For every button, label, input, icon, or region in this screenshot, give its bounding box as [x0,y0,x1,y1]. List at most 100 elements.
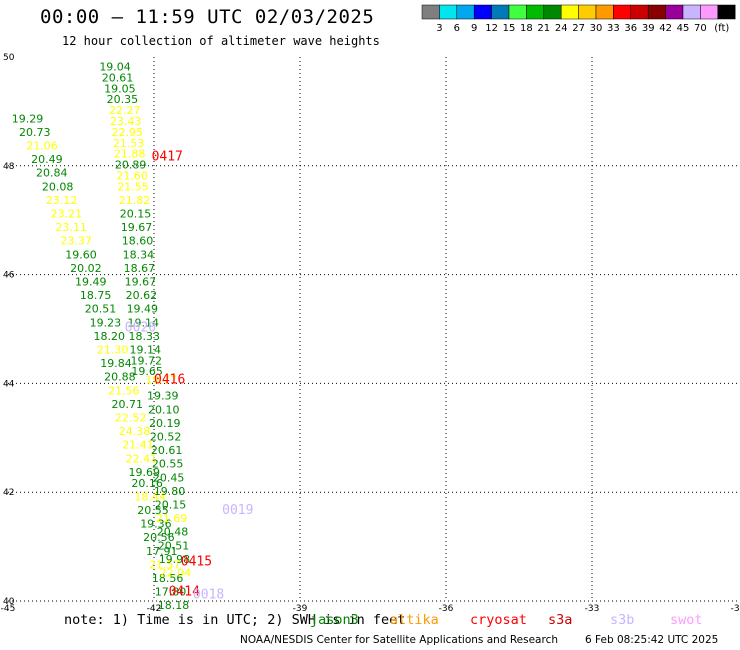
wave-height-label: 21.06 [26,139,58,152]
y-tick-label: 46 [3,271,15,281]
wave-height-label: 20.56 [143,531,175,544]
wave-height-label: 18.18 [158,599,190,612]
wave-height-label: 20.61 [102,71,134,84]
wave-height-label: 20.52 [150,431,182,444]
wave-height-label: 20.19 [149,417,181,430]
y-tick-label: 40 [3,597,15,607]
wave-height-label: 18.33 [129,330,161,343]
track-time-label: 0416 [154,372,185,387]
wave-height-label: 19.72 [130,354,162,367]
wave-height-label: 19.49 [127,303,159,316]
scale-label: 39 [642,23,655,34]
wave-height-label: 23.37 [60,235,92,248]
x-tick-label: -36 [439,604,454,612]
wave-height-label: 19.69 [129,466,161,479]
wave-height-label: 21.57 [149,558,181,571]
legend-s3b: s3b [610,612,635,628]
wave-height-label: 17.91 [146,545,178,558]
track-time-label: 0018 [193,587,224,602]
wave-height-label: 23.11 [56,221,88,234]
scale-label: 6 [454,23,460,34]
wave-height-label: 21.82 [119,194,151,207]
x-tick-label: -45 [1,604,16,612]
scale-label: 15 [503,23,516,34]
page-subtitle: 12 hour collection of altimeter wave hei… [62,34,380,48]
legend-s3a: s3a [548,612,573,628]
wave-height-label: 19.39 [147,390,179,403]
track-time-label: 0414 [169,585,200,600]
wave-height-label: 20.49 [31,153,63,166]
scale-label: 12 [485,23,498,34]
wave-height-label: 19.77 [146,373,178,386]
legend-jason3: jason3 [310,612,359,628]
wave-height-label: 22.52 [115,411,147,424]
wave-height-label: 20.15 [120,207,152,220]
wave-height-label: 21.88 [114,148,146,161]
scale-label: 36 [624,23,637,34]
wave-height-label: 17.80 [155,586,187,599]
color-scale-legend: 3 6 9 12 15 18 21 24 27 30 33 36 39 42 45 70 (ft) [421,4,736,34]
scale-label: 24 [555,23,568,34]
scale-label: 33 [607,23,620,34]
legend-cryosat: cryosat [470,612,527,628]
wave-height-label: 23.12 [46,194,78,207]
track-time-label: 0417 [152,149,183,164]
scale-label: 42 [659,23,672,34]
wave-height-label: 20.62 [126,289,158,302]
wave-height-label: 23.43 [110,115,142,128]
y-tick-label: 48 [3,162,15,172]
wave-height-label: 23.21 [51,207,83,220]
wave-height-label: 20.10 [148,403,180,416]
wave-height-label: 18.67 [124,262,156,275]
page-title: 00:00 – 11:59 UTC 02/03/2025 [40,6,375,28]
wave-height-label: 19.23 [90,316,122,329]
wave-height-label: 20.55 [152,458,184,471]
scale-label: 21 [537,23,550,34]
wave-height-label: 20.61 [151,444,183,457]
wave-height-label: 20.88 [104,371,136,384]
x-tick-label: -33 [585,604,600,612]
wave-height-label: 20.08 [42,180,74,193]
wave-height-label: 21.69 [156,512,188,525]
wave-height-label: 18.34 [123,248,155,261]
wave-height-label: 19.29 [12,112,44,125]
track-time-label: 0019 [222,503,253,518]
y-tick-label: 50 [3,53,15,63]
wave-height-label: 22.27 [109,104,141,117]
wave-height-label: 20.51 [85,303,117,316]
wave-height-label: 20.35 [107,93,139,106]
scale-label: 3 [436,23,442,34]
wave-height-label: 21.60 [116,169,148,182]
wave-height-label: 24.38 [119,425,151,438]
wave-height-label: 20.73 [19,126,51,139]
wave-height-label: 20.16 [131,477,163,490]
x-tick-label: -42 [147,604,162,612]
footer-credit: NOAA/NESDIS Center for Satellite Applica… [240,634,558,646]
wave-height-label: 19.49 [75,275,107,288]
wave-height-label: 20.02 [70,262,102,275]
scale-label: 70 [694,23,707,34]
scale-label: 27 [572,23,585,34]
footer-timestamp: 6 Feb 08:25:42 UTC 2025 [585,634,719,646]
wave-height-label: 18.56 [152,572,184,585]
wave-height-label: 19.36 [140,518,172,531]
wave-height-label: 20.51 [158,539,190,552]
legend-swot: swot [670,612,703,628]
wave-height-label: 21.55 [117,180,149,193]
wave-height-label: 19.67 [121,221,153,234]
wave-height-label: 19.65 [131,365,163,378]
wave-height-label: 20.89 [115,159,147,172]
wave-height-label: 19.05 [104,82,136,95]
wave-height-label: 18.75 [80,289,112,302]
wave-height-label: 20.71 [111,398,143,411]
wave-height-label: 20.84 [36,167,68,180]
wave-height-label: 22.04 [160,567,192,580]
scale-label: 9 [471,23,477,34]
legend-altika: altika [390,612,439,628]
wave-height-label: 19.60 [65,248,97,261]
wave-height-label: 20.45 [153,471,185,484]
wave-height-label: 19.98 [159,553,191,566]
wave-height-label: 19.80 [154,485,186,498]
wave-height-label: 18.44 [134,490,166,503]
wave-height-label: 19.67 [125,275,157,288]
